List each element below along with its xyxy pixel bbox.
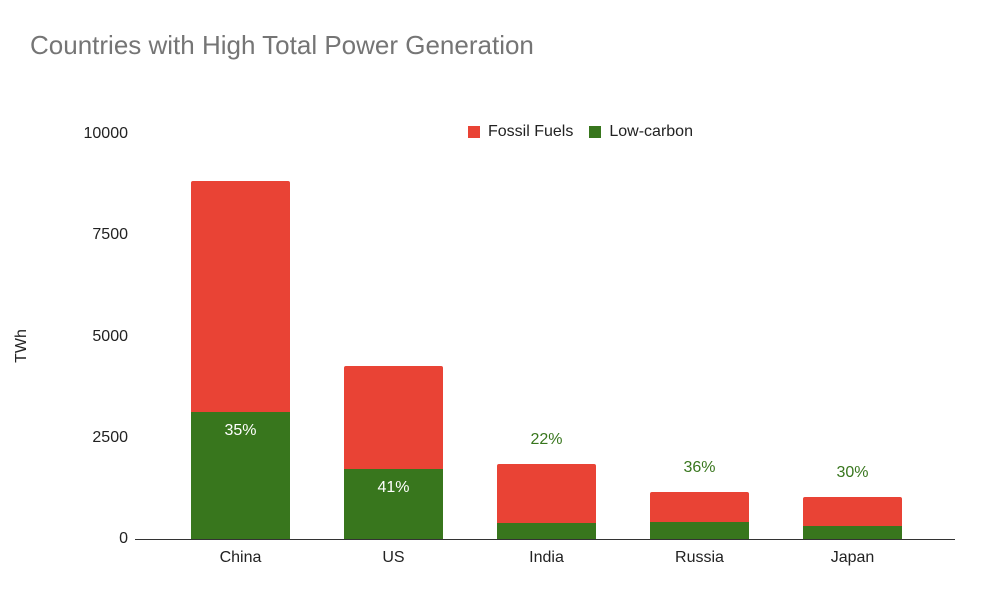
data-label-china: 35%: [224, 422, 257, 440]
x-axis-line: [135, 539, 955, 540]
x-tick-india: India: [529, 549, 564, 566]
chart-title: Countries with High Total Power Generati…: [30, 30, 534, 60]
bar-segment-fossil-fuels[interactable]: [497, 464, 596, 523]
y-tick-7500: 7500: [92, 226, 128, 243]
data-label-india: 22%: [530, 431, 563, 449]
bar-segment-low-carbon[interactable]: [344, 468, 443, 539]
x-tick-russia: Russia: [675, 549, 724, 566]
legend: Fossil Fuels Low-carbon: [468, 123, 709, 141]
bar-segment-fossil-fuels[interactable]: [344, 366, 443, 469]
fossil-fuels-swatch-icon: [468, 126, 480, 138]
bar-japan[interactable]: [803, 496, 902, 539]
x-tick-china: China: [219, 549, 262, 566]
y-tick-10000: 10000: [83, 125, 129, 142]
legend-label-low-carbon: Low-carbon: [609, 123, 693, 140]
bar-china[interactable]: [191, 180, 290, 539]
bar-segment-low-carbon[interactable]: [191, 412, 290, 539]
data-label-russia: 36%: [683, 459, 716, 477]
bar-segment-fossil-fuels[interactable]: [803, 496, 902, 527]
y-axis-label: TWh: [13, 329, 30, 363]
bar-us[interactable]: [344, 366, 443, 539]
legend-label-fossil-fuels: Fossil Fuels: [488, 123, 574, 140]
data-label-japan: 30%: [836, 463, 869, 481]
bar-segment-low-carbon[interactable]: [650, 521, 749, 539]
low-carbon-swatch-icon: [589, 126, 602, 138]
data-label-us: 41%: [377, 478, 410, 496]
bar-segment-low-carbon[interactable]: [497, 522, 596, 539]
legend-item-fossil-fuels[interactable]: Fossil Fuels: [468, 123, 573, 141]
bar-russia[interactable]: [650, 492, 749, 539]
y-tick-2500: 2500: [92, 429, 128, 446]
bar-segment-fossil-fuels[interactable]: [650, 492, 749, 522]
legend-item-low-carbon[interactable]: Low-carbon: [589, 123, 693, 141]
bar-india[interactable]: [497, 464, 596, 539]
bar-segment-low-carbon[interactable]: [803, 526, 902, 539]
y-tick-5000: 5000: [92, 328, 128, 345]
x-tick-japan: Japan: [830, 549, 875, 566]
y-tick-0: 0: [119, 530, 128, 547]
bar-segment-fossil-fuels[interactable]: [191, 180, 290, 413]
x-tick-us: US: [382, 549, 405, 566]
